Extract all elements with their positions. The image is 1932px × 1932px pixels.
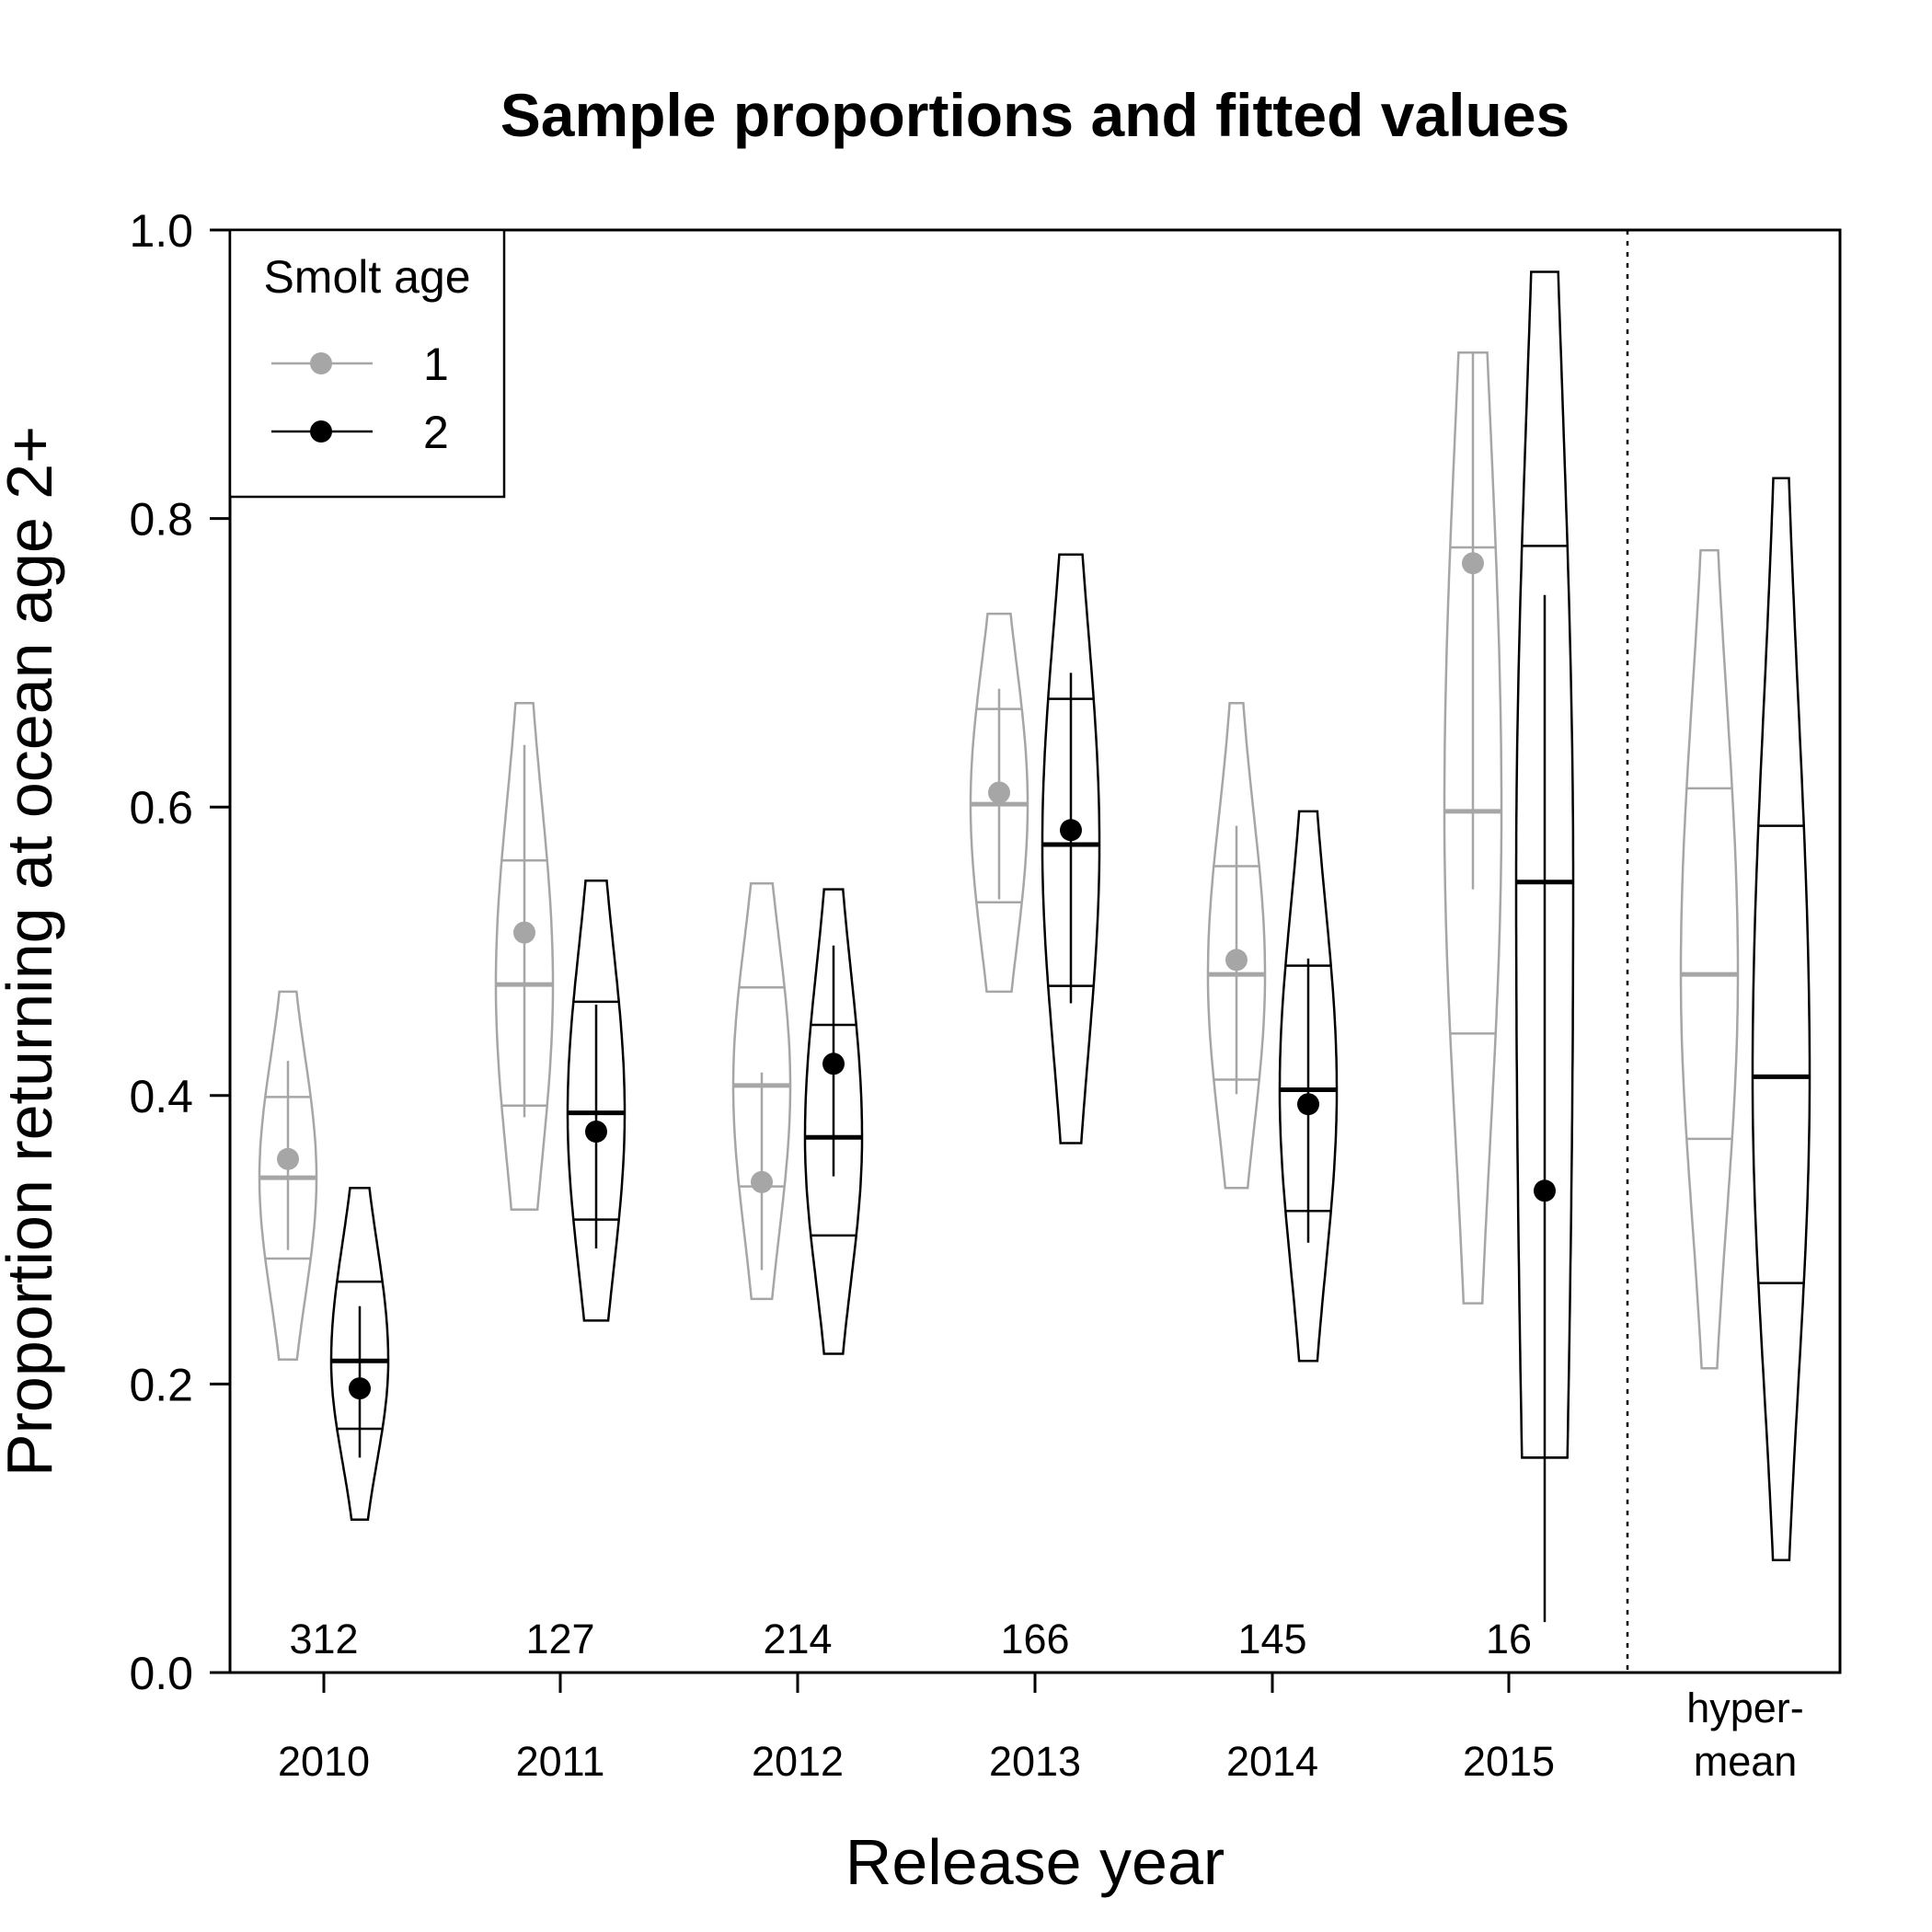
- y-tick-label: 1.0: [129, 205, 193, 257]
- violin-2-hyper-: [1751, 477, 1811, 1561]
- violin-outline: [566, 879, 627, 1322]
- violin-2-2014: [1278, 810, 1339, 1363]
- observed-point: [1225, 949, 1248, 972]
- chart-title: Sample proportions and fitted values: [500, 81, 1570, 149]
- x-tick-label: 2014: [1226, 1738, 1318, 1785]
- x-tick-label: 2012: [752, 1738, 844, 1785]
- violin-2-2015: [1514, 270, 1575, 1623]
- violin-2-2013: [1041, 553, 1101, 1144]
- violin-1-2010: [258, 990, 318, 1361]
- violin-2-2010: [329, 1186, 390, 1522]
- observed-point: [988, 781, 1010, 804]
- violin-1-2014: [1206, 702, 1267, 1190]
- violin-1-2012: [731, 882, 792, 1301]
- legend-label-1: 1: [423, 339, 449, 390]
- sample-sizes: 312 127 214 166 145 16: [289, 1616, 1532, 1662]
- observed-point: [585, 1121, 607, 1143]
- violin-outline: [1514, 270, 1575, 1459]
- x-tick-label: 2013: [989, 1738, 1081, 1785]
- observed-point: [1462, 552, 1484, 575]
- violin-outline: [731, 882, 792, 1301]
- sample-size-label: 166: [1000, 1616, 1069, 1662]
- sample-size-label: 145: [1237, 1616, 1306, 1662]
- violin-1-2011: [494, 702, 555, 1211]
- violin-outline: [969, 612, 1029, 994]
- violin-outline: [1041, 553, 1101, 1144]
- x-tick-label: 2015: [1463, 1738, 1555, 1785]
- legend-marker-2: [310, 420, 332, 443]
- sample-size-label: 312: [289, 1616, 358, 1662]
- violin-outline: [494, 702, 555, 1211]
- y-tick-label: 0.8: [129, 494, 193, 546]
- observed-point: [751, 1170, 773, 1193]
- violin-outline: [1751, 477, 1811, 1561]
- y-tick-label: 0.6: [129, 782, 193, 834]
- legend-title: Smolt age: [263, 251, 470, 303]
- violin-outline: [803, 888, 864, 1355]
- observed-point: [277, 1147, 299, 1170]
- violin-outline: [1206, 702, 1267, 1190]
- violin-outline: [1278, 810, 1339, 1363]
- observed-point: [1297, 1093, 1319, 1116]
- violin-outline: [258, 990, 318, 1361]
- sample-size-label: 214: [763, 1616, 832, 1662]
- y-axis: 0.0 0.2 0.4 0.6 0.8 1.0: [129, 205, 230, 1699]
- violin-outline: [329, 1186, 390, 1522]
- x-tick-label: 2010: [278, 1738, 370, 1785]
- y-tick-label: 0.2: [129, 1359, 193, 1410]
- violin-2-2011: [566, 879, 627, 1322]
- violin-outline: [1679, 548, 1740, 1370]
- x-tick-label: hyper-: [1686, 1685, 1804, 1731]
- violins: [258, 270, 1811, 1623]
- sample-size-label: 127: [525, 1616, 594, 1662]
- legend-label-2: 2: [423, 407, 449, 458]
- y-tick-label: 0.4: [129, 1071, 193, 1122]
- observed-point: [1534, 1179, 1556, 1202]
- y-tick-label: 0.0: [129, 1648, 193, 1699]
- legend-marker-1: [310, 352, 332, 374]
- x-axis: 2010 2011 2012 2013 2014 2015 hyper-mean: [278, 1673, 1804, 1785]
- y-axis-title: Proportion returning at ocean age 2+: [0, 426, 65, 1477]
- violin-1-hyper-: [1679, 548, 1740, 1370]
- observed-point: [1060, 819, 1082, 842]
- x-axis-title: Release year: [845, 1826, 1225, 1898]
- observed-point: [822, 1052, 845, 1075]
- observed-point: [349, 1377, 371, 1400]
- violin-2-2012: [803, 888, 864, 1355]
- violin-1-2013: [969, 612, 1029, 994]
- legend: Smolt age 1 2: [228, 228, 506, 499]
- sample-size-label: 16: [1486, 1616, 1532, 1662]
- x-tick-label: 2011: [516, 1738, 605, 1785]
- x-tick-label-line2: mean: [1694, 1738, 1798, 1785]
- violin-outline: [1443, 351, 1503, 1305]
- violin-1-2015: [1443, 351, 1503, 1305]
- observed-point: [513, 921, 535, 944]
